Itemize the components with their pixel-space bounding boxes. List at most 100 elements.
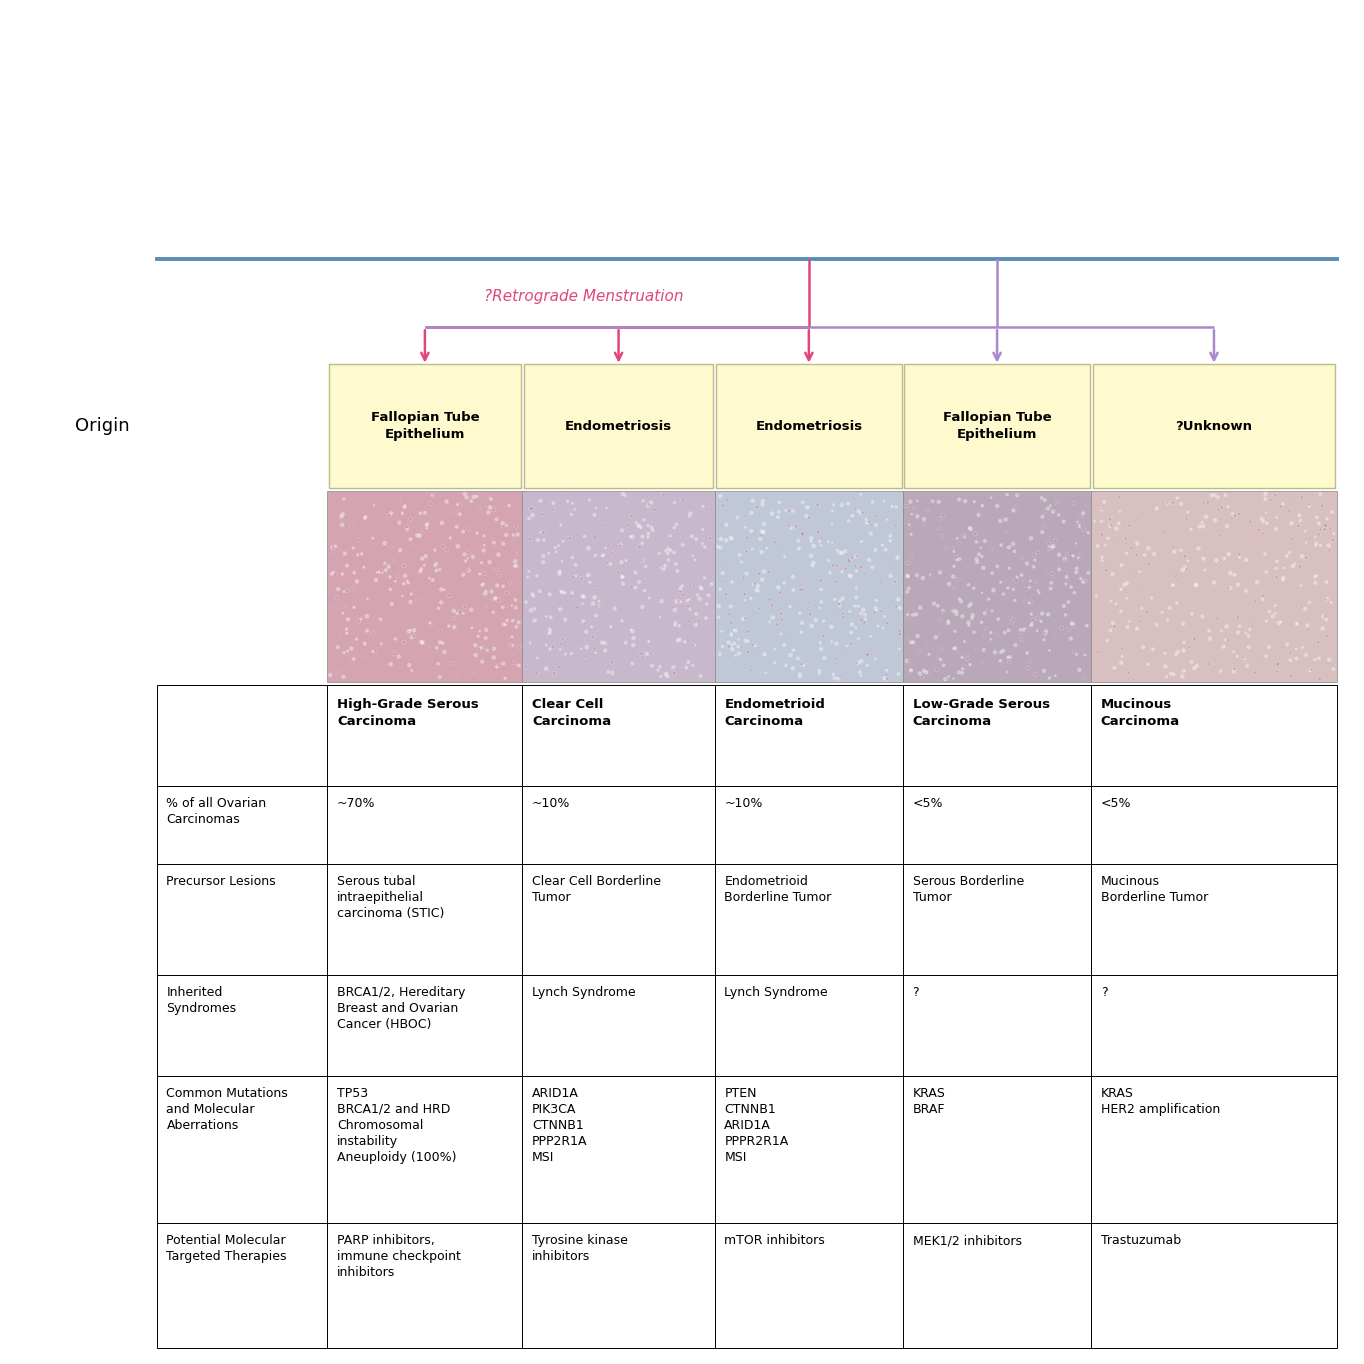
- Point: [900, 524, 922, 546]
- Point: [825, 572, 847, 593]
- Point: [866, 505, 888, 527]
- Point: [791, 622, 813, 644]
- Point: [565, 610, 587, 632]
- Point: [1314, 518, 1335, 540]
- Point: [1101, 514, 1123, 536]
- Bar: [157, 1076, 327, 1224]
- Point: [900, 632, 922, 653]
- Point: [738, 641, 760, 663]
- Bar: [715, 491, 903, 682]
- Point: [649, 666, 671, 687]
- Point: [331, 503, 353, 525]
- Point: [918, 644, 940, 666]
- Point: [1154, 642, 1176, 664]
- Point: [1278, 501, 1300, 522]
- Point: [363, 494, 385, 516]
- Point: [948, 662, 970, 683]
- Point: [602, 652, 623, 674]
- Point: [1288, 516, 1309, 537]
- Point: [357, 561, 379, 582]
- Point: [456, 487, 477, 509]
- Point: [1301, 659, 1323, 681]
- Point: [1056, 543, 1078, 565]
- Point: [1058, 619, 1080, 641]
- Point: [732, 567, 754, 589]
- Point: [682, 544, 704, 566]
- Bar: [715, 786, 903, 865]
- Point: [602, 512, 623, 533]
- Point: [756, 537, 777, 559]
- Point: [828, 593, 850, 615]
- Point: [420, 492, 442, 514]
- Point: [345, 629, 367, 651]
- Point: [398, 510, 420, 532]
- Point: [477, 502, 499, 524]
- Point: [1131, 502, 1153, 524]
- Point: [659, 528, 681, 550]
- Point: [1140, 587, 1162, 608]
- Point: [913, 567, 934, 589]
- Bar: [327, 685, 522, 786]
- Point: [1162, 536, 1184, 558]
- Point: [746, 496, 768, 518]
- Point: [1281, 528, 1303, 550]
- Point: [488, 589, 510, 611]
- Point: [1224, 563, 1245, 585]
- Point: [1011, 621, 1033, 642]
- Point: [453, 543, 475, 565]
- Point: [971, 652, 993, 674]
- Point: [898, 606, 919, 627]
- Point: [900, 503, 922, 525]
- Point: [540, 606, 562, 627]
- Point: [633, 490, 655, 512]
- Point: [1022, 612, 1043, 634]
- Point: [409, 502, 431, 524]
- Point: [413, 554, 435, 576]
- Point: [1009, 627, 1031, 649]
- Point: [1067, 512, 1088, 533]
- Point: [829, 666, 851, 687]
- Point: [1048, 491, 1069, 513]
- Point: [844, 498, 866, 520]
- Point: [647, 659, 668, 681]
- Point: [376, 655, 398, 677]
- Point: [844, 498, 866, 520]
- Point: [383, 642, 405, 664]
- Point: [724, 645, 746, 667]
- Point: [1099, 509, 1121, 531]
- Point: [711, 621, 732, 642]
- Point: [657, 550, 679, 572]
- Point: [471, 552, 492, 574]
- Point: [442, 607, 464, 629]
- Point: [449, 602, 471, 623]
- Point: [1048, 491, 1069, 513]
- Point: [454, 483, 476, 505]
- Point: [336, 595, 357, 617]
- Point: [471, 574, 492, 596]
- Point: [1214, 629, 1236, 651]
- Point: [488, 565, 510, 587]
- Point: [1069, 567, 1091, 589]
- Point: [1117, 662, 1139, 683]
- Point: [457, 542, 479, 563]
- Point: [837, 510, 859, 532]
- Point: [1050, 617, 1072, 638]
- Point: [655, 555, 677, 577]
- Point: [998, 558, 1020, 580]
- Point: [394, 495, 416, 517]
- Point: [1076, 494, 1098, 516]
- Point: [381, 536, 402, 558]
- Point: [833, 540, 855, 562]
- Point: [492, 614, 514, 636]
- Point: [600, 615, 622, 637]
- Point: [832, 588, 854, 610]
- Point: [697, 634, 719, 656]
- Point: [1038, 640, 1060, 662]
- Point: [554, 636, 576, 657]
- Point: [446, 502, 468, 524]
- Point: [1309, 668, 1331, 690]
- Point: [758, 561, 780, 582]
- Point: [678, 510, 700, 532]
- Point: [563, 499, 585, 521]
- Bar: [157, 1224, 327, 1348]
